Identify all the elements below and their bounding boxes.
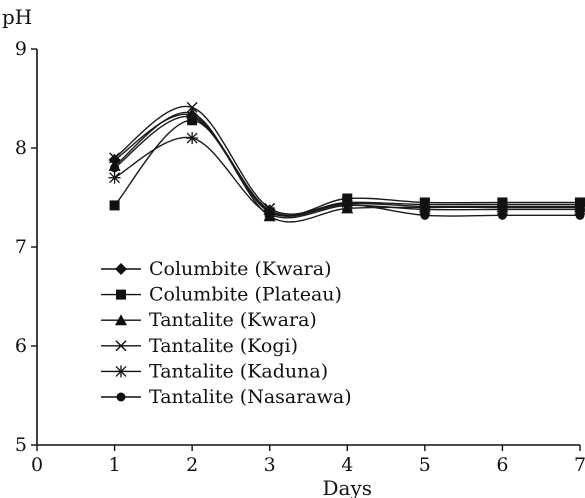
legend-marker	[115, 365, 127, 378]
legend-entry: Tantalite (Nasarawa)	[101, 386, 352, 408]
data-point-circle	[420, 210, 430, 220]
x-tick-label: 4	[341, 454, 353, 476]
legend-label: Tantalite (Kaduna)	[149, 360, 328, 382]
data-point-x	[109, 152, 121, 164]
axes: 5 6 7 8 9 0 1 2 3 4 5 6 7 pH Days	[2, 5, 585, 498]
data-point-star	[186, 132, 199, 145]
legend-marker	[116, 289, 126, 300]
x-axis-title: Days	[323, 476, 373, 498]
legend-marker	[115, 340, 127, 352]
x-tick-label: 6	[496, 454, 508, 476]
legend-entry: Tantalite (Kwara)	[101, 309, 317, 331]
y-tick-label: 8	[15, 137, 27, 159]
legend-entry: Tantalite (Kogi)	[101, 335, 298, 357]
legend-marker-stroke	[115, 340, 127, 352]
data-point-square	[342, 193, 353, 204]
data-point-star	[108, 171, 121, 184]
legend-entry: Columbite (Plateau)	[101, 284, 342, 306]
data-point-circle	[110, 163, 120, 173]
data-point-circle	[187, 112, 197, 122]
data-point-circle	[342, 199, 352, 209]
legend-label: Columbite (Plateau)	[149, 284, 342, 306]
series-layer	[108, 101, 585, 223]
data-point-circle	[265, 206, 275, 216]
legend-label: Columbite (Kwara)	[149, 258, 332, 280]
legend-entry: Columbite (Kwara)	[101, 258, 332, 280]
x-tick-label: 0	[31, 454, 43, 476]
data-point-x-stroke	[109, 152, 121, 164]
legend-marker	[115, 263, 127, 275]
data-point-square	[109, 200, 120, 211]
series-5	[110, 112, 585, 220]
legend-label: Tantalite (Nasarawa)	[149, 386, 352, 408]
x-tick-label: 3	[264, 454, 276, 476]
data-point-circle	[497, 210, 507, 220]
legend-marker	[115, 314, 127, 326]
x-tick-label: 7	[574, 454, 585, 476]
legend-entry: Tantalite (Kaduna)	[101, 360, 328, 382]
legend: Columbite (Kwara) Columbite (Plateau) Tant…	[101, 258, 352, 408]
legend-label: Tantalite (Kogi)	[149, 335, 298, 357]
legend-label: Tantalite (Kwara)	[149, 309, 317, 331]
y-tick-label: 6	[15, 335, 27, 357]
y-axis-title: pH	[2, 5, 32, 29]
x-tick-label: 2	[186, 454, 198, 476]
x-tick-label: 5	[419, 454, 431, 476]
y-tick-label: 5	[15, 434, 27, 456]
y-tick-label: 7	[15, 236, 27, 258]
data-point-x	[186, 101, 198, 113]
y-tick-label: 9	[15, 38, 27, 60]
legend-marker	[116, 392, 126, 402]
data-point-x-stroke	[186, 101, 198, 113]
data-point-circle	[575, 210, 585, 220]
x-tick-label: 1	[109, 454, 121, 476]
